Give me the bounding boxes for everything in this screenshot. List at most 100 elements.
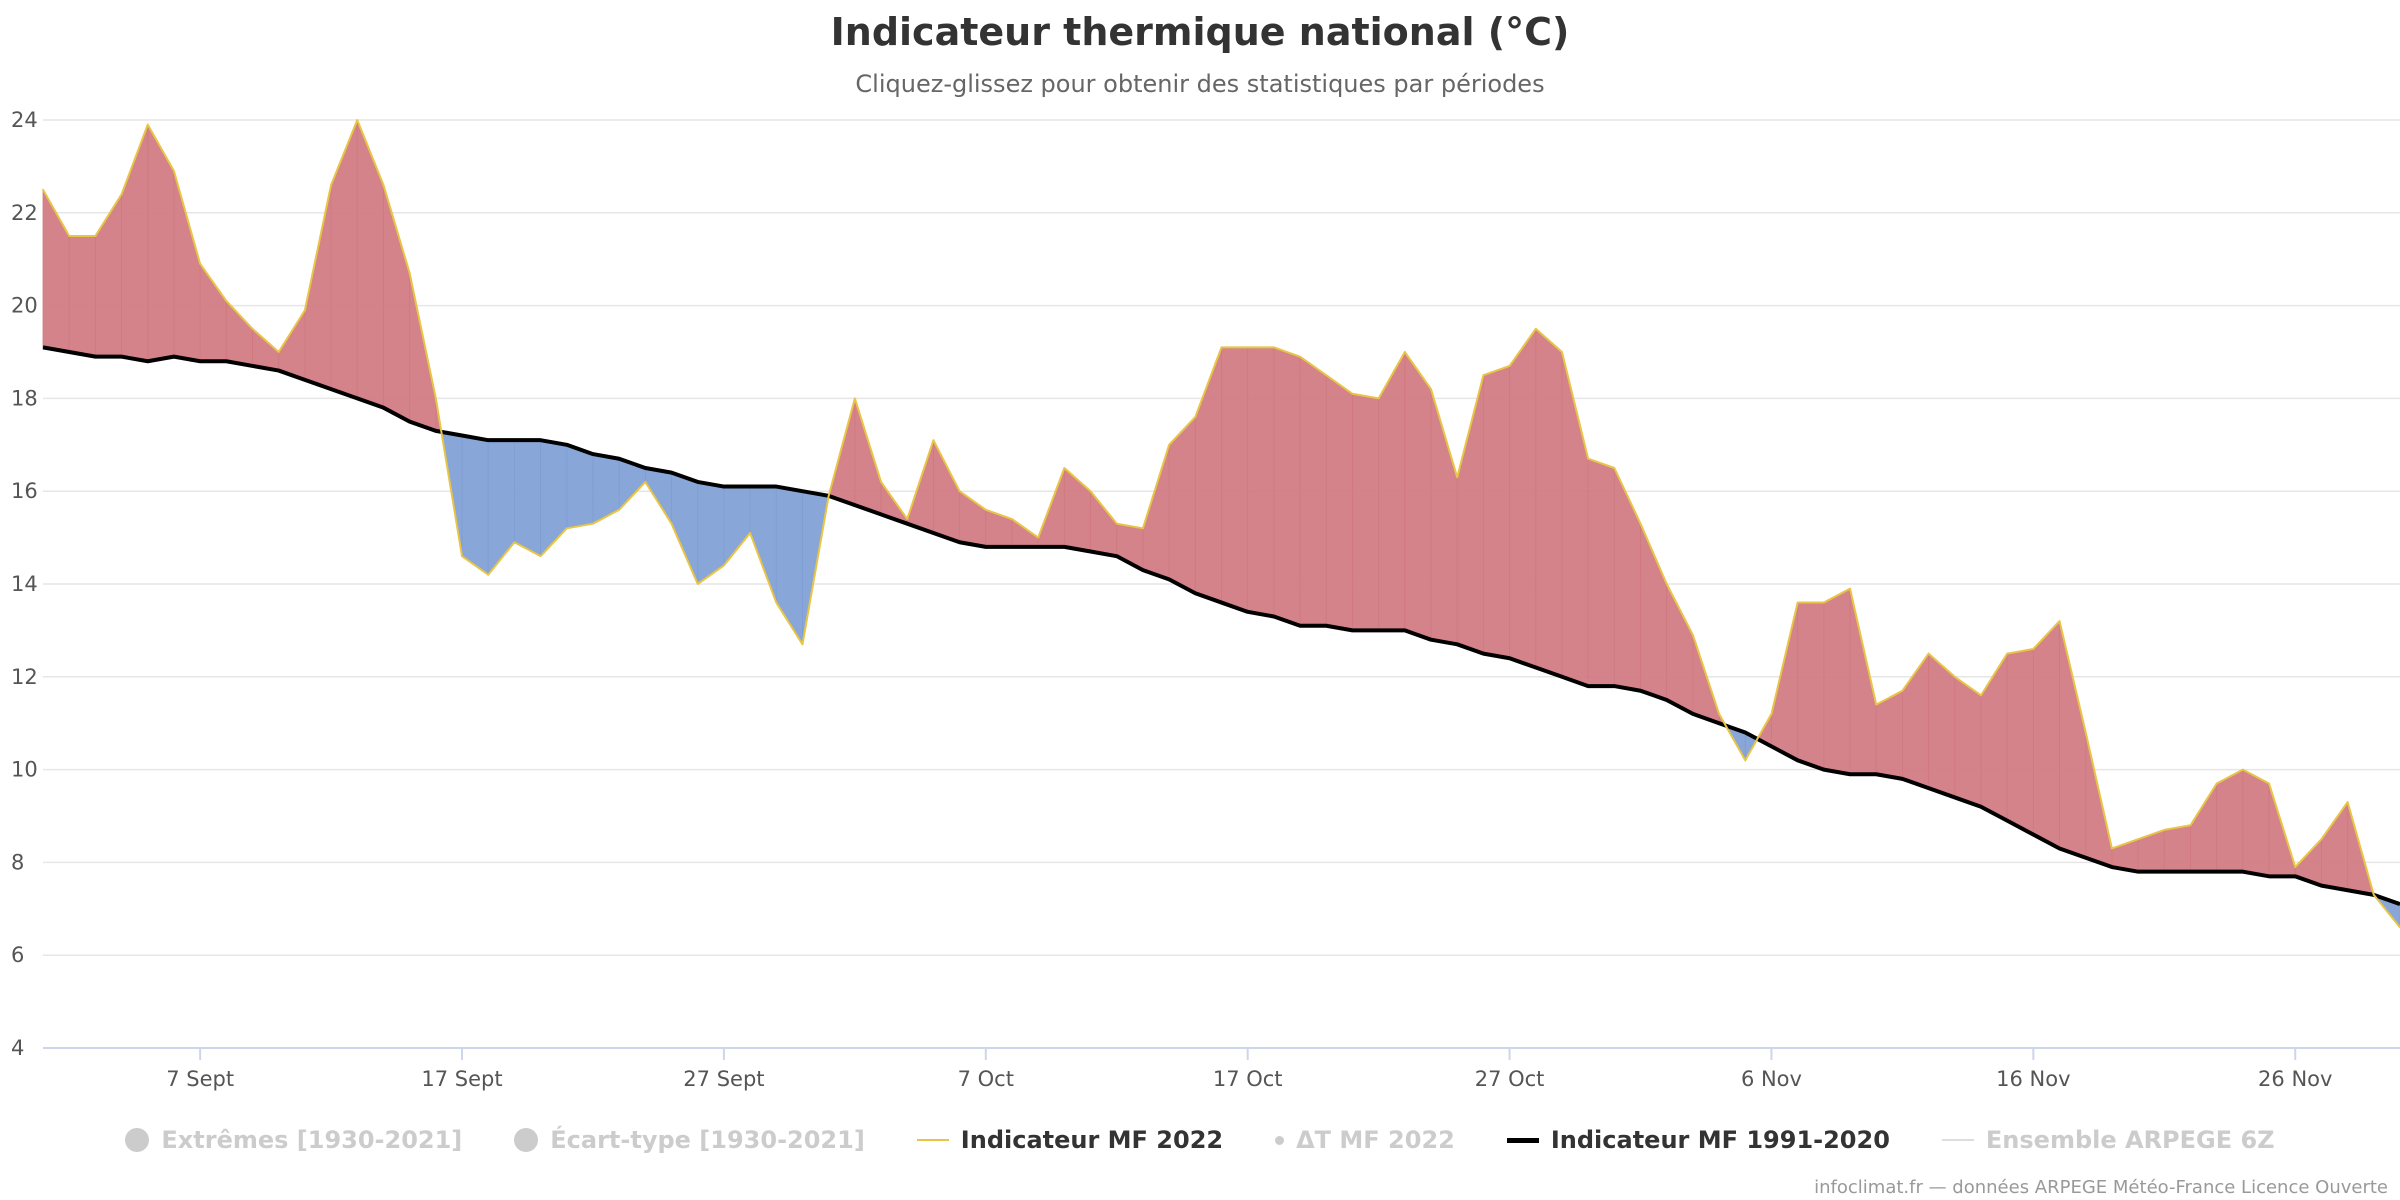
anomaly-fill bbox=[225, 299, 253, 367]
anomaly-fill bbox=[94, 192, 122, 358]
series-lines bbox=[42, 119, 2400, 928]
anomaly-fill bbox=[1954, 676, 1982, 808]
anomaly-fill bbox=[2006, 648, 2034, 836]
anomaly-areas bbox=[42, 119, 2400, 928]
anomaly-fill bbox=[1613, 467, 1641, 692]
chart-subtitle: Cliquez-glissez pour obtenir des statist… bbox=[855, 70, 1545, 98]
y-tick-label: 18 bbox=[11, 386, 38, 410]
anomaly-fill bbox=[1509, 327, 1537, 669]
legend-label: Écart-type [1930-2021] bbox=[550, 1126, 865, 1154]
anomaly-fill bbox=[461, 435, 489, 576]
legend-item[interactable]: Ensemble ARPEGE 6Z bbox=[1941, 1126, 2275, 1154]
anomaly-fill bbox=[383, 184, 411, 423]
legend-item[interactable]: Extrêmes [1930-2021] bbox=[125, 1126, 462, 1154]
anomaly-fill bbox=[1482, 365, 1510, 659]
anomaly-fill bbox=[2321, 800, 2349, 891]
anomaly-fill bbox=[1535, 327, 1563, 678]
anomaly-fill bbox=[1247, 346, 1275, 617]
y-tick-label: 24 bbox=[11, 108, 38, 132]
anomaly-fill bbox=[1640, 523, 1668, 701]
y-tick-label: 6 bbox=[11, 943, 24, 967]
y-tick-label: 14 bbox=[11, 572, 38, 596]
chart-legend: Extrêmes [1930-2021] Écart-type [1930-202… bbox=[0, 1126, 2400, 1154]
anomaly-fill bbox=[68, 235, 96, 358]
anomaly-fill bbox=[1090, 490, 1118, 557]
anomaly-fill bbox=[2137, 829, 2165, 873]
legend-item[interactable]: Indicateur MF 2022 bbox=[916, 1126, 1224, 1154]
anomaly-fill bbox=[1404, 350, 1432, 641]
legend-label: Ensemble ARPEGE 6Z bbox=[1985, 1126, 2275, 1154]
anomaly-fill bbox=[2163, 824, 2191, 873]
legend-line-icon bbox=[1941, 1139, 1974, 1141]
anomaly-fill bbox=[1771, 602, 1799, 761]
anomaly-fill bbox=[1797, 602, 1825, 771]
anomaly-fill bbox=[2059, 621, 2087, 859]
anomaly-fill bbox=[2216, 768, 2244, 873]
anomaly-fill bbox=[671, 472, 699, 585]
y-tick-label: 10 bbox=[11, 758, 38, 782]
axes: 4 6 8 10 12 14 16 18 20 22 24 7 Sept 17 Sept 27 Sept 7… bbox=[11, 108, 2400, 1091]
anomaly-fill bbox=[1378, 350, 1406, 631]
y-tick-label: 8 bbox=[11, 850, 24, 874]
anomaly-fill bbox=[1299, 355, 1327, 627]
legend-line-icon bbox=[916, 1139, 949, 1141]
y-tick-label: 20 bbox=[11, 294, 38, 318]
y-tick-label: 4 bbox=[11, 1036, 24, 1060]
legend-item[interactable]: Indicateur MF 1991-2020 bbox=[1506, 1126, 1890, 1154]
chart-title: Indicateur thermique national (°C) bbox=[830, 10, 1570, 54]
anomaly-fill bbox=[147, 123, 175, 362]
anomaly-fill bbox=[199, 262, 227, 362]
legend-circle-icon bbox=[125, 1128, 150, 1152]
legend-label: ΔT MF 2022 bbox=[1296, 1126, 1455, 1154]
anomaly-fill bbox=[1194, 347, 1222, 604]
anomaly-fill bbox=[173, 170, 201, 362]
legend-label: Indicateur MF 1991-2020 bbox=[1550, 1126, 1890, 1154]
x-tick-label: 7 Oct bbox=[958, 1067, 1014, 1091]
anomaly-fill bbox=[1430, 389, 1458, 645]
x-tick-label: 6 Nov bbox=[1741, 1067, 1802, 1091]
anomaly-fill bbox=[1325, 374, 1353, 631]
anomaly-fill bbox=[487, 439, 515, 576]
anomaly-fill bbox=[1875, 690, 1903, 780]
thermal-indicator-chart[interactable]: 4 6 8 10 12 14 16 18 20 22 24 7 Sept 17 Sept 27 Sept 7… bbox=[0, 0, 2400, 1110]
legend-circle-icon bbox=[514, 1128, 539, 1152]
anomaly-fill bbox=[1823, 587, 1851, 775]
anomaly-fill bbox=[1456, 375, 1484, 655]
anomaly-fill bbox=[1849, 588, 1877, 775]
anomaly-fill bbox=[1142, 444, 1170, 580]
anomaly-fill bbox=[1352, 393, 1380, 631]
legend-item[interactable]: ΔT MF 2022 bbox=[1275, 1126, 1455, 1154]
legend-label: Indicateur MF 2022 bbox=[960, 1126, 1224, 1154]
x-tick-label: 16 Nov bbox=[1996, 1067, 2070, 1091]
x-tick-label: 17 Oct bbox=[1213, 1067, 1283, 1091]
anomaly-fill bbox=[854, 398, 882, 515]
anomaly-fill bbox=[2190, 782, 2218, 873]
anomaly-fill bbox=[1666, 583, 1694, 715]
x-tick-label: 27 Oct bbox=[1475, 1067, 1545, 1091]
legend-line-icon bbox=[1506, 1137, 1539, 1143]
credits-text[interactable]: infoclimat.fr — données ARPEGE Météo-Fra… bbox=[1814, 1177, 2388, 1198]
anomaly-fill bbox=[2032, 620, 2060, 850]
legend-dot-icon bbox=[1275, 1135, 1285, 1145]
y-tick-label: 16 bbox=[11, 479, 38, 503]
anomaly-fill bbox=[540, 439, 568, 558]
anomaly-fill bbox=[1011, 518, 1039, 548]
anomaly-fill bbox=[775, 486, 803, 646]
anomaly-fill bbox=[1221, 346, 1249, 613]
anomaly-fill bbox=[644, 467, 672, 526]
y-tick-label: 22 bbox=[11, 201, 38, 225]
legend-item[interactable]: Écart-type [1930-2021] bbox=[514, 1126, 865, 1154]
x-tick-label: 27 Sept bbox=[683, 1067, 764, 1091]
series-line-normal-1991-2020 bbox=[42, 345, 2400, 907]
series-line-indicator-2022 bbox=[42, 119, 2400, 928]
anomaly-fill bbox=[566, 444, 594, 529]
anomaly-fill bbox=[1273, 346, 1301, 627]
anomaly-fill bbox=[1587, 458, 1615, 687]
legend-label: Extrêmes [1930-2021] bbox=[161, 1126, 463, 1154]
anomaly-fill bbox=[2242, 768, 2270, 877]
anomaly-fill bbox=[330, 119, 358, 399]
anomaly-fill bbox=[592, 453, 620, 525]
anomaly-fill bbox=[514, 439, 541, 557]
anomaly-fill bbox=[933, 439, 961, 543]
anomaly-fill bbox=[356, 119, 384, 409]
